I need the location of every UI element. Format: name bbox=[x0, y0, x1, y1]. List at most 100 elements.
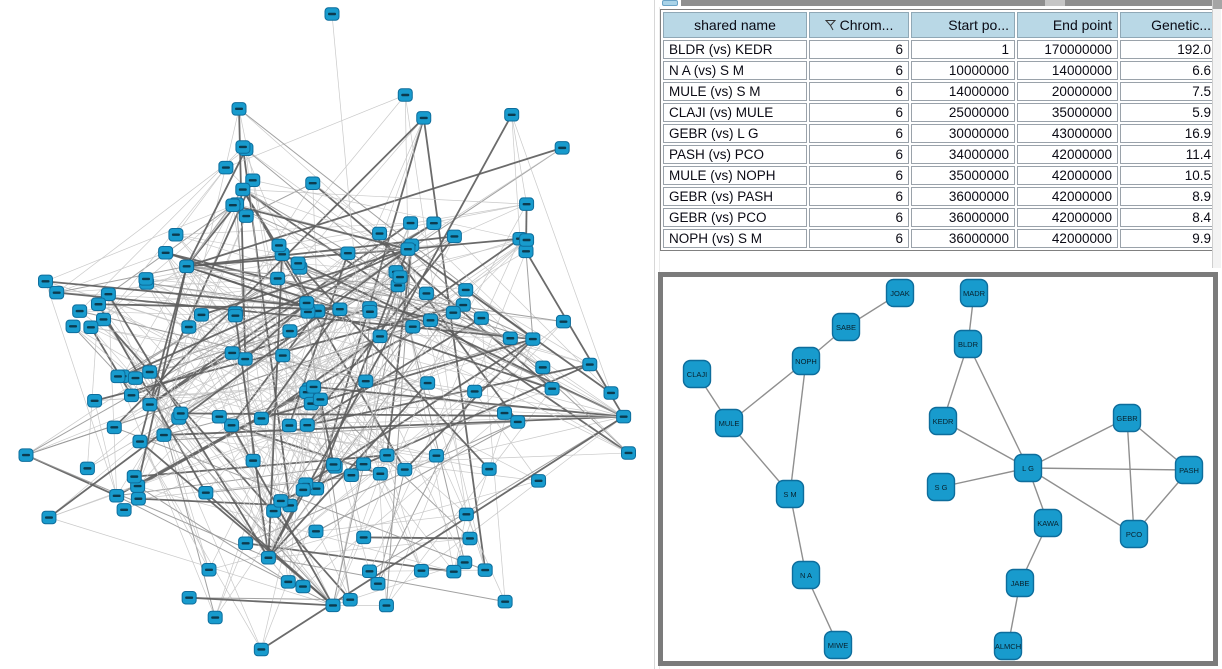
node-pash[interactable]: PASH bbox=[1174, 455, 1204, 485]
network-node[interactable] bbox=[299, 296, 315, 310]
cell-genetic[interactable]: 6.6 bbox=[1120, 61, 1217, 80]
network-node[interactable] bbox=[235, 140, 251, 154]
network-node[interactable] bbox=[275, 348, 291, 363]
node-kedr[interactable]: KEDR bbox=[928, 406, 958, 436]
edge-l-g-gebr[interactable] bbox=[1027, 417, 1128, 469]
network-node[interactable] bbox=[426, 216, 442, 230]
network-node[interactable] bbox=[324, 7, 340, 21]
column-header-genetic-[interactable]: Genetic... bbox=[1120, 12, 1217, 38]
network-node[interactable] bbox=[110, 369, 126, 384]
network-node[interactable] bbox=[467, 384, 483, 399]
network-node[interactable] bbox=[446, 564, 462, 579]
panel-splitter[interactable] bbox=[654, 0, 655, 669]
table-row[interactable]: GEBR (vs) PCO 6 36000000 42000000 8.4 bbox=[663, 208, 1217, 227]
network-node[interactable] bbox=[362, 304, 378, 319]
network-node[interactable] bbox=[397, 88, 413, 102]
cell-shared_name[interactable]: GEBR (vs) PCO bbox=[663, 208, 807, 227]
network-node[interactable] bbox=[519, 197, 535, 211]
cell-end[interactable]: 42000000 bbox=[1017, 166, 1118, 185]
network-node[interactable] bbox=[428, 448, 444, 463]
node-mule[interactable]: MULE bbox=[714, 408, 744, 438]
network-node[interactable] bbox=[224, 418, 240, 433]
node-kawa[interactable]: KAWA bbox=[1033, 508, 1063, 538]
network-node[interactable] bbox=[343, 468, 359, 483]
network-node[interactable] bbox=[370, 576, 386, 591]
network-node[interactable] bbox=[457, 555, 473, 570]
network-node[interactable] bbox=[280, 575, 296, 589]
network-node[interactable] bbox=[332, 302, 348, 316]
network-node[interactable] bbox=[481, 462, 497, 476]
network-node[interactable] bbox=[238, 536, 254, 551]
network-node[interactable] bbox=[168, 227, 184, 242]
network-node[interactable] bbox=[224, 346, 240, 360]
network-node[interactable] bbox=[156, 428, 172, 442]
network-node[interactable] bbox=[413, 563, 429, 578]
network-node[interactable] bbox=[378, 598, 394, 613]
cell-end[interactable]: 20000000 bbox=[1017, 82, 1118, 101]
cell-shared_name[interactable]: GEBR (vs) PASH bbox=[663, 187, 807, 206]
network-node[interactable] bbox=[65, 319, 81, 334]
network-node[interactable] bbox=[582, 357, 598, 372]
table-row[interactable]: PASH (vs) PCO 6 34000000 42000000 11.4 bbox=[663, 145, 1217, 164]
cell-start[interactable]: 30000000 bbox=[911, 124, 1015, 143]
network-node[interactable] bbox=[193, 308, 209, 322]
network-node[interactable] bbox=[173, 406, 189, 421]
cell-shared_name[interactable]: GEBR (vs) L G bbox=[663, 124, 807, 143]
network-node[interactable] bbox=[72, 304, 88, 318]
node-gebr[interactable]: GEBR bbox=[1112, 403, 1142, 433]
scrollbar-track[interactable] bbox=[681, 0, 1222, 6]
cell-end[interactable]: 42000000 bbox=[1017, 187, 1118, 206]
network-node[interactable] bbox=[271, 238, 287, 253]
network-node[interactable] bbox=[379, 448, 395, 463]
network-node[interactable] bbox=[253, 642, 269, 657]
network-node[interactable] bbox=[544, 381, 560, 396]
network-node[interactable] bbox=[18, 448, 34, 462]
edge-kedr-l-g[interactable] bbox=[942, 420, 1029, 469]
scroll-up-button[interactable] bbox=[1213, 0, 1222, 9]
network-node[interactable] bbox=[477, 563, 493, 577]
network-node[interactable] bbox=[100, 287, 116, 301]
node-noph[interactable]: NOPH bbox=[791, 346, 821, 376]
cell-start[interactable]: 36000000 bbox=[911, 229, 1015, 248]
network-node[interactable] bbox=[356, 457, 372, 471]
column-header-chrom-[interactable]: Chrom... bbox=[809, 12, 909, 38]
edge-noph-s-m[interactable] bbox=[789, 360, 807, 495]
network-node[interactable] bbox=[96, 312, 112, 327]
cell-chromosome[interactable]: 6 bbox=[809, 61, 909, 80]
network-node[interactable] bbox=[403, 216, 419, 230]
cell-end[interactable]: 35000000 bbox=[1017, 103, 1118, 122]
network-node[interactable] bbox=[225, 198, 241, 212]
network-node[interactable] bbox=[130, 491, 146, 506]
cell-chromosome[interactable]: 6 bbox=[809, 208, 909, 227]
network-node[interactable] bbox=[372, 466, 388, 481]
cell-genetic[interactable]: 7.5 bbox=[1120, 82, 1217, 101]
network-node[interactable] bbox=[504, 108, 520, 122]
network-node[interactable] bbox=[372, 329, 388, 344]
network-node[interactable] bbox=[235, 182, 251, 197]
horizontal-scrollbar[interactable] bbox=[655, 0, 1222, 7]
vertical-scrollbar[interactable] bbox=[1212, 0, 1222, 268]
network-node[interactable] bbox=[518, 244, 534, 259]
network-node[interactable] bbox=[218, 160, 234, 175]
node-jabe[interactable]: JABE bbox=[1005, 568, 1035, 598]
cell-shared_name[interactable]: N A (vs) S M bbox=[663, 61, 807, 80]
network-node[interactable] bbox=[312, 392, 328, 407]
network-node[interactable] bbox=[445, 305, 461, 320]
cell-chromosome[interactable]: 6 bbox=[809, 124, 909, 143]
cell-end[interactable]: 42000000 bbox=[1017, 229, 1118, 248]
network-node[interactable] bbox=[142, 365, 158, 379]
network-node[interactable] bbox=[462, 531, 478, 546]
network-node[interactable] bbox=[231, 102, 247, 116]
network-node[interactable] bbox=[41, 510, 57, 525]
network-node[interactable] bbox=[79, 461, 95, 476]
network-node[interactable] bbox=[306, 380, 322, 394]
network-node[interactable] bbox=[273, 494, 289, 508]
cell-shared_name[interactable]: PASH (vs) PCO bbox=[663, 145, 807, 164]
network-node[interactable] bbox=[356, 530, 372, 545]
cell-chromosome[interactable]: 6 bbox=[809, 187, 909, 206]
network-node[interactable] bbox=[281, 418, 297, 433]
network-node[interactable] bbox=[198, 485, 214, 500]
column-header-shared-name[interactable]: shared name bbox=[663, 12, 807, 38]
network-node[interactable] bbox=[109, 489, 125, 503]
cell-end[interactable]: 14000000 bbox=[1017, 61, 1118, 80]
